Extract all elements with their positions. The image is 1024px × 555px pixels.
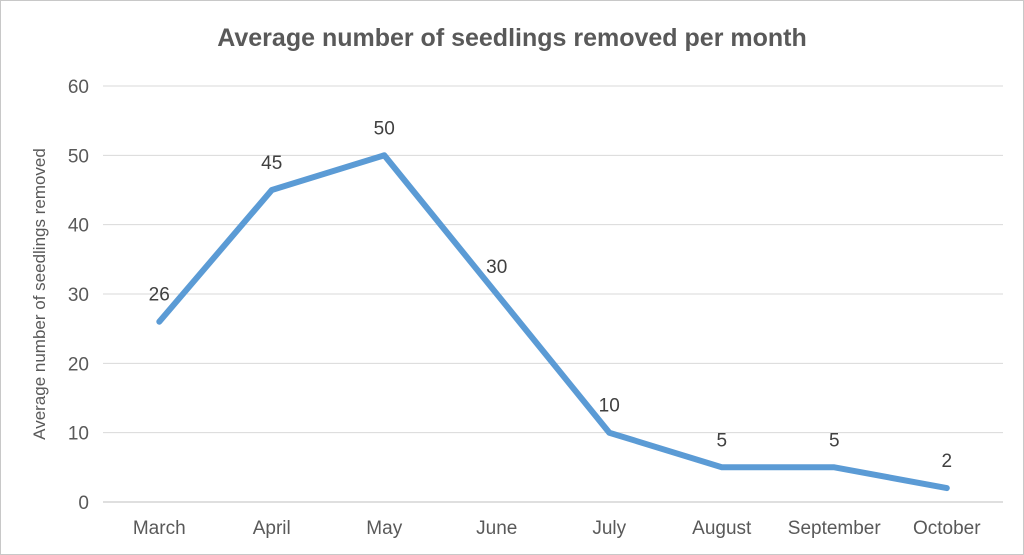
data-label: 5 [716, 430, 727, 451]
x-axis-tick-labels: March April May June July August September Octo… [133, 518, 981, 539]
series-group [156, 152, 950, 492]
y-tick-label: 40 [68, 216, 89, 237]
y-axis-title: Average number of seedlings removed [30, 148, 49, 440]
y-tick-label: 0 [78, 493, 89, 514]
data-label: 26 [149, 285, 170, 306]
data-label: 50 [374, 118, 395, 139]
y-tick-label: 30 [68, 285, 89, 306]
x-tick-label: May [366, 518, 402, 539]
y-tick-label: 60 [68, 77, 89, 98]
x-tick-label: September [788, 518, 882, 539]
data-label: 2 [941, 451, 952, 472]
x-tick-label: October [913, 518, 981, 539]
data-label: 30 [486, 257, 507, 278]
gridlines [103, 85, 1003, 503]
y-tick-label: 20 [68, 354, 89, 375]
y-axis-tick-labels: 0 10 20 30 40 50 60 [68, 77, 89, 514]
y-tick-label: 50 [68, 146, 89, 167]
x-tick-label: March [133, 518, 186, 539]
data-label: 5 [829, 430, 840, 451]
data-label: 45 [261, 153, 282, 174]
data-labels-group: 26 45 50 30 10 5 5 2 [149, 118, 952, 472]
series-line [156, 152, 950, 492]
x-tick-label: June [476, 518, 517, 539]
x-tick-label: August [692, 518, 752, 539]
x-tick-label: July [592, 518, 626, 539]
x-tick-label: April [253, 518, 291, 539]
chart-title: Average number of seedlings removed per … [217, 24, 807, 52]
data-label: 10 [599, 396, 620, 417]
y-tick-label: 10 [68, 424, 89, 445]
